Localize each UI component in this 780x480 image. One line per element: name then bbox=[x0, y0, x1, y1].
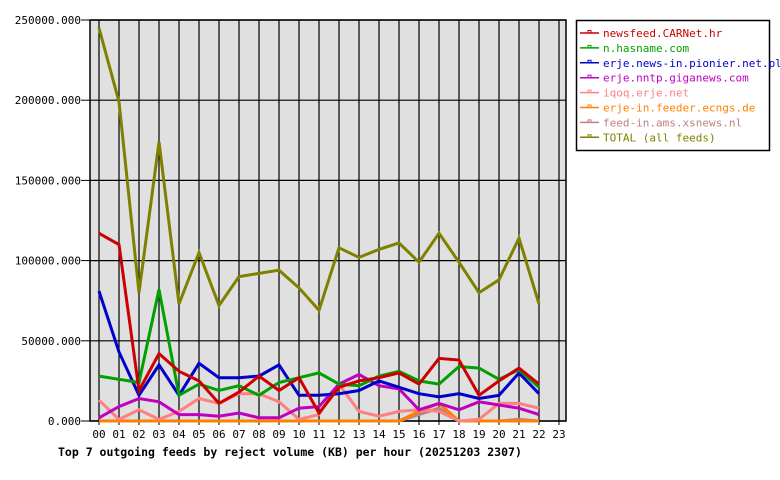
legend-item: iqoq.erje.net bbox=[580, 87, 689, 100]
x-tick-label: 08 bbox=[252, 428, 265, 441]
legend-label: erje-in.feeder.ecngs.de bbox=[603, 102, 755, 115]
legend-label: newsfeed.CARNet.hr bbox=[603, 27, 723, 40]
series-line-erje-news-in-pionier-net-pl bbox=[97, 290, 541, 401]
x-tick-label: 11 bbox=[312, 428, 325, 441]
legend-item: erje.nntp.giganews.com bbox=[580, 72, 749, 85]
x-tick-label: 07 bbox=[232, 428, 245, 441]
x-tick-label: 06 bbox=[212, 428, 225, 441]
x-tick-label: 19 bbox=[472, 428, 485, 441]
legend-item: feed-in.ams.xsnews.nl bbox=[580, 116, 742, 129]
y-tick-label: 200000.000 bbox=[15, 94, 81, 107]
x-axis: 00 01 02 03 04 05 06 07 08 09 10 11 12 13 14 15 16 17 18 19… bbox=[92, 421, 566, 441]
x-tick-label: 17 bbox=[432, 428, 445, 441]
x-tick-label: 13 bbox=[352, 428, 365, 441]
x-tick-label: 16 bbox=[412, 428, 425, 441]
x-tick-label: 14 bbox=[372, 428, 386, 441]
y-tick-label: 250000.000 bbox=[15, 14, 81, 27]
legend-marker-icon bbox=[587, 44, 592, 49]
series-line-erje-nntp-giganews-com bbox=[98, 372, 540, 420]
legend-marker-icon bbox=[587, 59, 592, 64]
legend-box bbox=[575, 19, 771, 152]
y-tick-label: 0.000 bbox=[48, 415, 81, 428]
legend: newsfeed.CARNet.hr n.hasname.com erje.news… bbox=[575, 19, 780, 152]
legend-item: erje-in.feeder.ecngs.de bbox=[580, 102, 755, 115]
legend-item: TOTAL (all feeds) bbox=[580, 131, 716, 144]
legend-item: erje.news-in.pionier.net.pl bbox=[580, 57, 780, 70]
plot-area bbox=[89, 19, 567, 422]
x-tick-label: 23 bbox=[552, 428, 565, 441]
series-line-n-hasname-com bbox=[98, 289, 540, 398]
x-tick-label: 05 bbox=[192, 428, 205, 441]
y-axis: 0.000 50000.000 100000.000 150000.000 200000… bbox=[15, 14, 90, 428]
series-line-total-all-feeds bbox=[97, 27, 541, 314]
x-tick-label: 21 bbox=[512, 428, 525, 441]
series-line-newsfeed-carnet-hr bbox=[98, 231, 540, 416]
legend-marker-icon bbox=[587, 89, 592, 94]
x-tick-label: 12 bbox=[332, 428, 345, 441]
legend-label: erje.news-in.pionier.net.pl bbox=[603, 57, 780, 70]
x-tick-label: 10 bbox=[292, 428, 305, 441]
legend-label: TOTAL (all feeds) bbox=[603, 131, 716, 144]
y-tick-label: 100000.000 bbox=[15, 255, 81, 268]
legend-marker-icon bbox=[587, 30, 592, 34]
x-tick-label: 02 bbox=[132, 428, 145, 441]
x-tick-label: 01 bbox=[112, 428, 125, 441]
x-tick-label: 03 bbox=[152, 428, 165, 441]
legend-label: feed-in.ams.xsnews.nl bbox=[603, 116, 742, 129]
legend-item: newsfeed.CARNet.hr bbox=[580, 27, 723, 40]
legend-label: erje.nntp.giganews.com bbox=[603, 72, 749, 85]
chart-title: Top 7 outgoing feeds by reject volume (K… bbox=[58, 445, 522, 459]
legend-label: n.hasname.com bbox=[603, 42, 689, 55]
plot-background bbox=[89, 19, 567, 422]
x-tick-label: 18 bbox=[452, 428, 465, 441]
legend-item: n.hasname.com bbox=[580, 42, 689, 55]
x-tick-label: 15 bbox=[392, 428, 405, 441]
x-tick-label: 00 bbox=[92, 428, 105, 441]
legend-marker-icon bbox=[587, 104, 592, 108]
y-tick-label: 150000.000 bbox=[15, 174, 81, 187]
legend-marker-icon bbox=[587, 119, 592, 123]
x-tick-label: 22 bbox=[532, 428, 545, 441]
y-tick-label: 50000.000 bbox=[21, 335, 81, 348]
x-tick-label: 04 bbox=[172, 428, 186, 441]
series-lines bbox=[97, 27, 541, 423]
legend-marker-icon bbox=[587, 134, 592, 138]
x-tick-label: 20 bbox=[492, 428, 505, 441]
legend-marker-icon bbox=[587, 74, 592, 79]
x-tick-label: 09 bbox=[272, 428, 285, 441]
legend-label: iqoq.erje.net bbox=[603, 87, 689, 100]
